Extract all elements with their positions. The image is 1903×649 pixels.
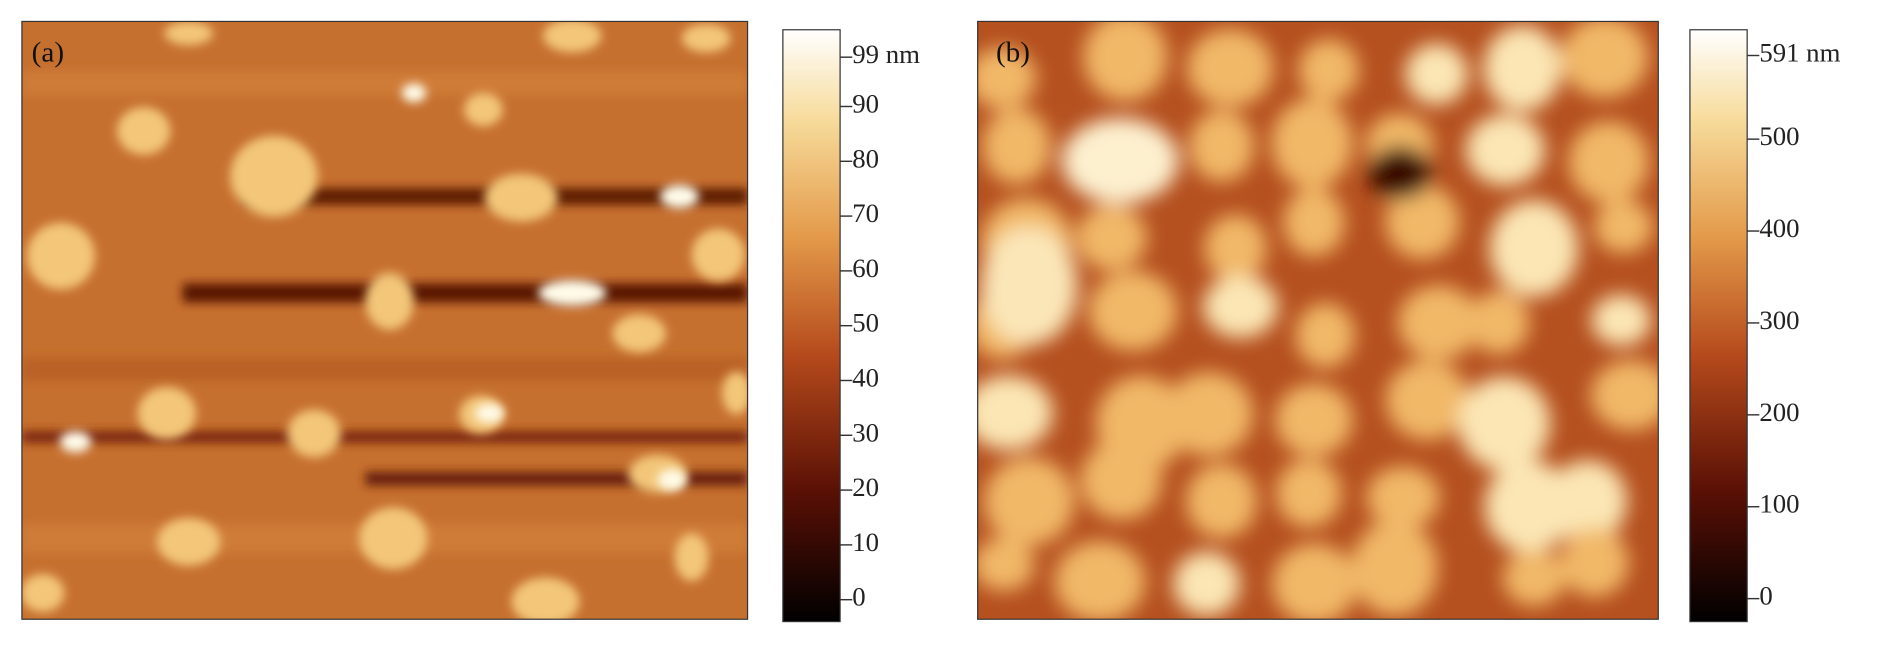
grain [1469,290,1530,355]
grain [1489,199,1579,297]
tick-label: 70 [852,198,879,228]
colorbar [782,29,841,623]
image-frame [21,20,749,620]
tick-label: 10 [852,527,879,557]
grain [1080,439,1162,520]
grain [982,108,1051,185]
grain [1173,551,1241,617]
grain [1271,98,1353,188]
grain [977,47,1037,109]
grain [1187,29,1274,107]
tick-label: 80 [852,144,879,174]
grain [1295,303,1355,368]
grain [1202,275,1278,338]
tick-label: 30 [852,418,879,448]
tick-label: 400 [1759,213,1799,243]
grain [1351,519,1438,616]
tick-label: 100 [1759,489,1799,519]
grain [1083,21,1168,102]
panel-label: (a) [32,37,64,69]
grain [1283,187,1345,257]
grain [977,538,1035,591]
tick-label: 90 [852,89,879,119]
grain [1405,43,1468,105]
grain [1061,117,1179,204]
afm-image-a [21,21,748,620]
grain [1458,376,1551,471]
grain [1483,25,1562,112]
colorbar [1689,29,1748,623]
grain [1164,372,1254,457]
islands [21,21,748,620]
grain [1385,184,1460,260]
pit [1368,146,1432,199]
grain [1548,459,1628,543]
grain [977,375,1053,451]
grain [1275,383,1353,457]
grain [1088,271,1178,351]
grain [1204,214,1267,282]
grain [1465,114,1545,186]
bright-islands [59,83,699,491]
tick-label: 500 [1759,121,1799,151]
tick-label: 50 [852,308,879,338]
tick-label: 20 [852,472,879,502]
grain [1076,205,1147,271]
grain [1385,360,1470,440]
afm-image-b [977,21,1659,620]
grain [1298,39,1359,102]
grain [1186,463,1257,539]
image-frame [977,20,1659,620]
grains [977,21,1659,620]
grain [1590,360,1659,431]
grain [1568,121,1649,203]
tick-label: 60 [852,253,879,283]
grain [1594,199,1653,254]
grain [980,226,1078,346]
grain [1484,460,1574,553]
tick-label: 300 [1759,305,1799,335]
grain [1502,549,1566,606]
grain [1560,527,1629,598]
grain [1189,110,1255,182]
grain [1366,466,1440,529]
tick-label: 0 [852,582,865,612]
tick-label: 591 nm [1759,38,1840,68]
grain [1054,541,1146,620]
tick-label: 40 [852,363,879,393]
grain [1561,21,1649,98]
tick-label: 200 [1759,397,1799,427]
grain [1591,294,1651,346]
tick-label: 0 [1759,581,1772,611]
panel-label: (b) [996,37,1030,69]
tick-label: 99 nm [852,39,920,69]
grain [1276,459,1342,528]
grain [1272,543,1358,620]
grain [983,457,1075,546]
grain [1398,285,1480,360]
